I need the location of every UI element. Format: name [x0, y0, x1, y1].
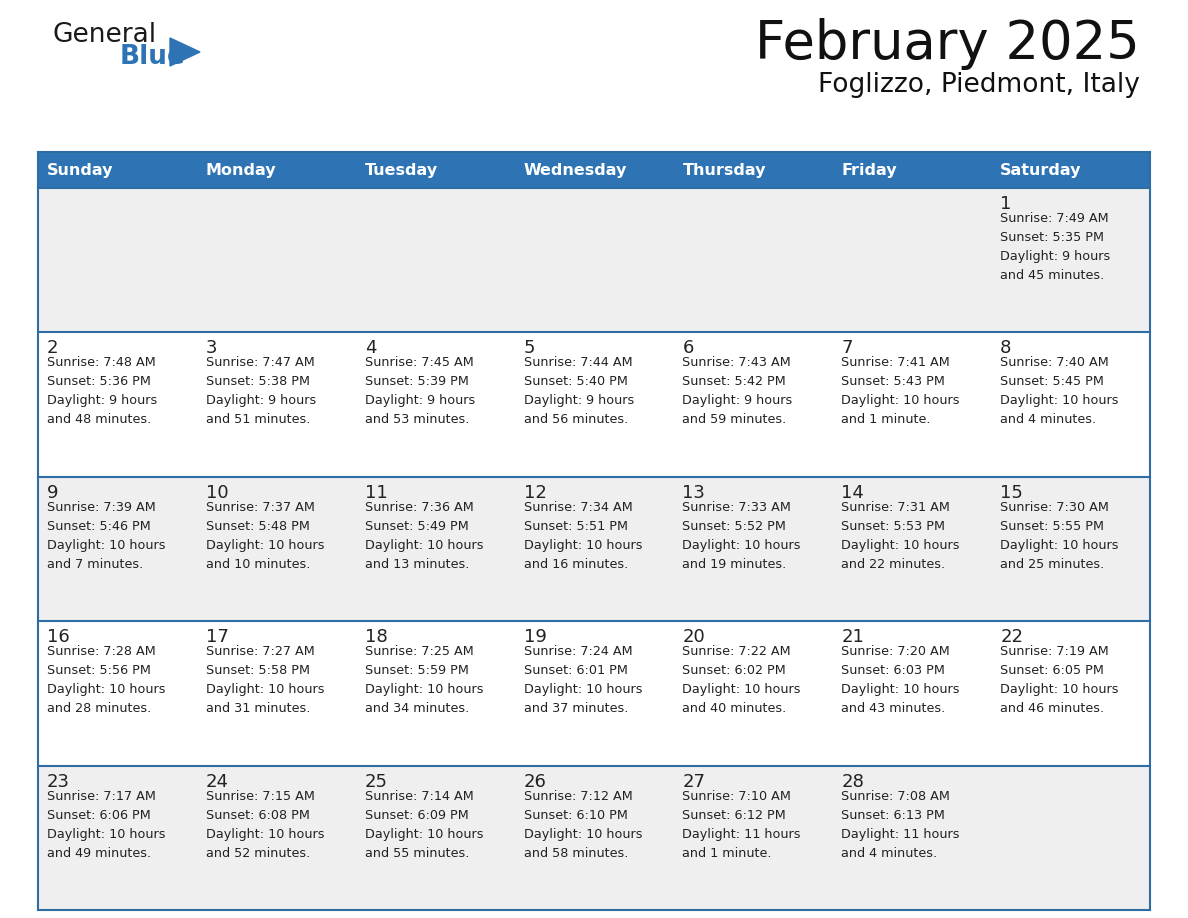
Text: 12: 12 [524, 484, 546, 502]
Text: Saturday: Saturday [1000, 162, 1081, 177]
Text: 20: 20 [682, 628, 706, 646]
Text: Sunrise: 7:45 AM
Sunset: 5:39 PM
Daylight: 9 hours
and 53 minutes.: Sunrise: 7:45 AM Sunset: 5:39 PM Dayligh… [365, 356, 475, 426]
Bar [38, 621, 1150, 766]
Text: Thursday: Thursday [682, 162, 766, 177]
Text: Sunrise: 7:40 AM
Sunset: 5:45 PM
Daylight: 10 hours
and 4 minutes.: Sunrise: 7:40 AM Sunset: 5:45 PM Dayligh… [1000, 356, 1119, 426]
Text: Blue: Blue [120, 44, 185, 70]
Polygon shape [170, 38, 200, 66]
Text: 13: 13 [682, 484, 706, 502]
Text: 9: 9 [48, 484, 58, 502]
Text: Sunday: Sunday [48, 162, 114, 177]
Bar [833, 152, 991, 188]
Text: Sunrise: 7:37 AM
Sunset: 5:48 PM
Daylight: 10 hours
and 10 minutes.: Sunrise: 7:37 AM Sunset: 5:48 PM Dayligh… [206, 501, 324, 571]
Text: Monday: Monday [206, 162, 277, 177]
Text: Friday: Friday [841, 162, 897, 177]
Text: Sunrise: 7:47 AM
Sunset: 5:38 PM
Daylight: 9 hours
and 51 minutes.: Sunrise: 7:47 AM Sunset: 5:38 PM Dayligh… [206, 356, 316, 426]
Text: 14: 14 [841, 484, 864, 502]
Text: 21: 21 [841, 628, 864, 646]
Text: Sunrise: 7:28 AM
Sunset: 5:56 PM
Daylight: 10 hours
and 28 minutes.: Sunrise: 7:28 AM Sunset: 5:56 PM Dayligh… [48, 645, 165, 715]
Text: Sunrise: 7:30 AM
Sunset: 5:55 PM
Daylight: 10 hours
and 25 minutes.: Sunrise: 7:30 AM Sunset: 5:55 PM Dayligh… [1000, 501, 1119, 571]
Text: 6: 6 [682, 340, 694, 357]
Bar [197, 152, 355, 188]
Text: Sunrise: 7:48 AM
Sunset: 5:36 PM
Daylight: 9 hours
and 48 minutes.: Sunrise: 7:48 AM Sunset: 5:36 PM Dayligh… [48, 356, 157, 426]
Bar [514, 152, 674, 188]
Text: Sunrise: 7:20 AM
Sunset: 6:03 PM
Daylight: 10 hours
and 43 minutes.: Sunrise: 7:20 AM Sunset: 6:03 PM Dayligh… [841, 645, 960, 715]
Text: Sunrise: 7:39 AM
Sunset: 5:46 PM
Daylight: 10 hours
and 7 minutes.: Sunrise: 7:39 AM Sunset: 5:46 PM Dayligh… [48, 501, 165, 571]
Text: 2: 2 [48, 340, 58, 357]
Text: 22: 22 [1000, 628, 1023, 646]
Text: Sunrise: 7:10 AM
Sunset: 6:12 PM
Daylight: 11 hours
and 1 minute.: Sunrise: 7:10 AM Sunset: 6:12 PM Dayligh… [682, 789, 801, 859]
Text: Sunrise: 7:22 AM
Sunset: 6:02 PM
Daylight: 10 hours
and 40 minutes.: Sunrise: 7:22 AM Sunset: 6:02 PM Dayligh… [682, 645, 801, 715]
Bar [38, 476, 1150, 621]
Text: Wednesday: Wednesday [524, 162, 627, 177]
Text: Sunrise: 7:12 AM
Sunset: 6:10 PM
Daylight: 10 hours
and 58 minutes.: Sunrise: 7:12 AM Sunset: 6:10 PM Dayligh… [524, 789, 642, 859]
Text: 16: 16 [48, 628, 70, 646]
Bar [38, 188, 1150, 332]
Text: 28: 28 [841, 773, 864, 790]
Text: 23: 23 [48, 773, 70, 790]
Text: 18: 18 [365, 628, 387, 646]
Bar [38, 332, 1150, 476]
Text: 17: 17 [206, 628, 229, 646]
Text: Sunrise: 7:17 AM
Sunset: 6:06 PM
Daylight: 10 hours
and 49 minutes.: Sunrise: 7:17 AM Sunset: 6:06 PM Dayligh… [48, 789, 165, 859]
Text: Sunrise: 7:24 AM
Sunset: 6:01 PM
Daylight: 10 hours
and 37 minutes.: Sunrise: 7:24 AM Sunset: 6:01 PM Dayligh… [524, 645, 642, 715]
Text: 19: 19 [524, 628, 546, 646]
Text: Sunrise: 7:08 AM
Sunset: 6:13 PM
Daylight: 11 hours
and 4 minutes.: Sunrise: 7:08 AM Sunset: 6:13 PM Dayligh… [841, 789, 960, 859]
Text: 27: 27 [682, 773, 706, 790]
Text: Sunrise: 7:27 AM
Sunset: 5:58 PM
Daylight: 10 hours
and 31 minutes.: Sunrise: 7:27 AM Sunset: 5:58 PM Dayligh… [206, 645, 324, 715]
Text: Sunrise: 7:15 AM
Sunset: 6:08 PM
Daylight: 10 hours
and 52 minutes.: Sunrise: 7:15 AM Sunset: 6:08 PM Dayligh… [206, 789, 324, 859]
Text: Sunrise: 7:25 AM
Sunset: 5:59 PM
Daylight: 10 hours
and 34 minutes.: Sunrise: 7:25 AM Sunset: 5:59 PM Dayligh… [365, 645, 484, 715]
Text: Tuesday: Tuesday [365, 162, 438, 177]
Text: Sunrise: 7:44 AM
Sunset: 5:40 PM
Daylight: 9 hours
and 56 minutes.: Sunrise: 7:44 AM Sunset: 5:40 PM Dayligh… [524, 356, 634, 426]
Text: 4: 4 [365, 340, 377, 357]
Bar [674, 152, 833, 188]
Text: 1: 1 [1000, 195, 1011, 213]
Text: 10: 10 [206, 484, 228, 502]
Text: 24: 24 [206, 773, 229, 790]
Text: 11: 11 [365, 484, 387, 502]
Text: Sunrise: 7:34 AM
Sunset: 5:51 PM
Daylight: 10 hours
and 16 minutes.: Sunrise: 7:34 AM Sunset: 5:51 PM Dayligh… [524, 501, 642, 571]
Bar [38, 766, 1150, 910]
Text: Sunrise: 7:49 AM
Sunset: 5:35 PM
Daylight: 9 hours
and 45 minutes.: Sunrise: 7:49 AM Sunset: 5:35 PM Dayligh… [1000, 212, 1111, 282]
Text: February 2025: February 2025 [756, 18, 1140, 70]
Text: 3: 3 [206, 340, 217, 357]
Text: General: General [52, 22, 156, 48]
Text: 7: 7 [841, 340, 853, 357]
Text: 15: 15 [1000, 484, 1023, 502]
Text: 26: 26 [524, 773, 546, 790]
Text: Sunrise: 7:33 AM
Sunset: 5:52 PM
Daylight: 10 hours
and 19 minutes.: Sunrise: 7:33 AM Sunset: 5:52 PM Dayligh… [682, 501, 801, 571]
Text: Sunrise: 7:41 AM
Sunset: 5:43 PM
Daylight: 10 hours
and 1 minute.: Sunrise: 7:41 AM Sunset: 5:43 PM Dayligh… [841, 356, 960, 426]
Text: Sunrise: 7:43 AM
Sunset: 5:42 PM
Daylight: 9 hours
and 59 minutes.: Sunrise: 7:43 AM Sunset: 5:42 PM Dayligh… [682, 356, 792, 426]
Text: 5: 5 [524, 340, 535, 357]
Text: Sunrise: 7:14 AM
Sunset: 6:09 PM
Daylight: 10 hours
and 55 minutes.: Sunrise: 7:14 AM Sunset: 6:09 PM Dayligh… [365, 789, 484, 859]
Text: Sunrise: 7:31 AM
Sunset: 5:53 PM
Daylight: 10 hours
and 22 minutes.: Sunrise: 7:31 AM Sunset: 5:53 PM Dayligh… [841, 501, 960, 571]
Text: 8: 8 [1000, 340, 1011, 357]
Text: 25: 25 [365, 773, 387, 790]
Text: Foglizzo, Piedmont, Italy: Foglizzo, Piedmont, Italy [819, 72, 1140, 98]
Bar [355, 152, 514, 188]
Text: Sunrise: 7:19 AM
Sunset: 6:05 PM
Daylight: 10 hours
and 46 minutes.: Sunrise: 7:19 AM Sunset: 6:05 PM Dayligh… [1000, 645, 1119, 715]
Bar [991, 152, 1150, 188]
Text: Sunrise: 7:36 AM
Sunset: 5:49 PM
Daylight: 10 hours
and 13 minutes.: Sunrise: 7:36 AM Sunset: 5:49 PM Dayligh… [365, 501, 484, 571]
Bar [38, 152, 197, 188]
